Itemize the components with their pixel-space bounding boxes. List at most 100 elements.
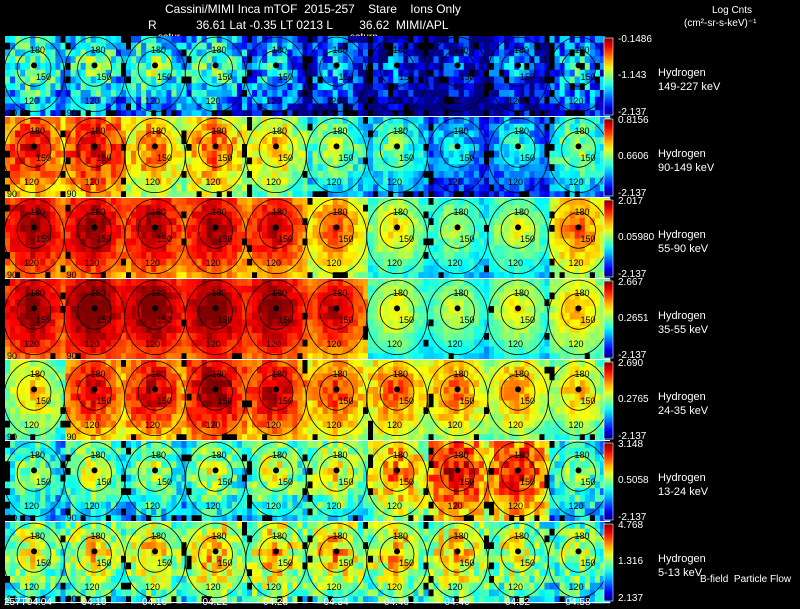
pixel-cell <box>247 137 253 145</box>
pixel-cell <box>544 42 550 50</box>
pixel-cell <box>60 191 66 199</box>
pixel-cell <box>332 238 339 246</box>
pixel-cell <box>423 231 429 239</box>
pixel-cell <box>176 312 182 320</box>
pixel-cell <box>216 144 223 152</box>
pixel-cell <box>483 36 490 44</box>
pixel-cell <box>60 69 66 77</box>
pixel-cell <box>352 218 359 226</box>
pixel-cell <box>292 245 298 253</box>
pixel-cell <box>95 177 102 185</box>
pixel-cell <box>277 265 283 273</box>
pixel-cell <box>231 171 238 179</box>
pixel-cell <box>90 69 97 77</box>
pixel-cell <box>559 83 566 91</box>
pixel-cell <box>236 130 243 138</box>
pixel-cell <box>45 56 51 64</box>
colorbar <box>603 199 614 278</box>
pixel-cell <box>463 103 470 111</box>
pixel-cell <box>282 157 288 165</box>
pixel-cell <box>549 191 555 199</box>
pixel-cell <box>287 218 293 226</box>
pixel-cell <box>50 292 56 300</box>
pixel-cell <box>25 123 31 131</box>
pixel-cell <box>388 191 394 199</box>
pixel-cell <box>211 137 218 145</box>
pixel-cell <box>564 191 571 199</box>
pixel-cell <box>327 42 334 50</box>
contour-label: 180 <box>333 45 348 55</box>
pixel-cell <box>483 49 490 57</box>
pixel-cell <box>131 279 137 287</box>
pixel-cell <box>10 184 16 192</box>
pixel-cell <box>60 157 66 165</box>
pixel-cell <box>559 144 566 152</box>
pixel-cell <box>95 110 102 118</box>
pixel-cell <box>105 90 112 98</box>
pixel-cell <box>272 198 278 206</box>
saturn-direction-marker <box>394 143 401 150</box>
pixel-cell <box>90 191 97 199</box>
pixel-cell <box>115 265 122 273</box>
pixel-cell <box>519 56 525 64</box>
pixel-cell <box>131 312 137 320</box>
pixel-cell <box>267 117 273 125</box>
pixel-cell <box>166 225 172 233</box>
pixel-cell <box>438 56 445 64</box>
pixel-cell <box>60 49 66 57</box>
pixel-cell <box>126 157 132 165</box>
pixel-cell <box>35 184 41 192</box>
pixel-cell <box>221 204 228 212</box>
pixel-cell <box>297 258 303 266</box>
pixel-cell <box>211 231 218 239</box>
pixel-cell <box>499 177 505 185</box>
pixel-cell <box>594 265 601 273</box>
pixel-cell <box>105 171 112 179</box>
pixel-cell <box>40 198 46 206</box>
pixel-cell <box>115 204 122 212</box>
pixel-cell <box>40 103 46 111</box>
pixel-cell <box>247 265 253 273</box>
pixel-cell <box>80 184 87 192</box>
pixel-cell <box>302 191 308 199</box>
pixel-cell <box>584 177 591 185</box>
pixel-cell <box>398 144 404 152</box>
pixel-cell <box>599 63 606 71</box>
pixel-cell <box>297 191 303 199</box>
pixel-cell <box>302 96 308 104</box>
pixel-cell <box>539 144 545 152</box>
pixel-cell <box>252 103 258 111</box>
pixel-cell <box>332 191 339 199</box>
pixel-cell <box>357 144 364 152</box>
pixel-cell <box>458 218 465 226</box>
pixel-cell <box>95 157 102 165</box>
pixel-cell <box>579 103 586 111</box>
pixel-cell <box>483 117 490 125</box>
pixel-cell <box>564 184 571 192</box>
pixel-cell <box>146 110 152 118</box>
pixel-cell <box>100 123 107 131</box>
pixel-cell <box>312 83 318 91</box>
pixel-cell <box>201 204 208 212</box>
pixel-cell <box>115 191 122 199</box>
pixel-cell <box>413 157 419 165</box>
pixel-cell <box>10 238 16 246</box>
pixel-cell <box>136 198 142 206</box>
pixel-cell <box>347 231 354 239</box>
pixel-cell <box>554 49 560 57</box>
pixel-cell <box>156 191 162 199</box>
pixel-cell <box>40 245 46 253</box>
pixel-cell <box>529 90 535 98</box>
pixel-cell <box>15 292 21 300</box>
pixel-cell <box>282 245 288 253</box>
pixel-cell <box>211 191 218 199</box>
pixel-cell <box>80 110 87 118</box>
pixel-cell <box>231 150 238 158</box>
pixel-cell <box>15 204 21 212</box>
pixel-cell <box>257 157 263 165</box>
pixel-cell <box>383 103 389 111</box>
pixel-cell <box>161 198 167 206</box>
pixel-cell <box>277 117 283 125</box>
pixel-cell <box>342 110 349 118</box>
pixel-cell <box>151 326 157 334</box>
